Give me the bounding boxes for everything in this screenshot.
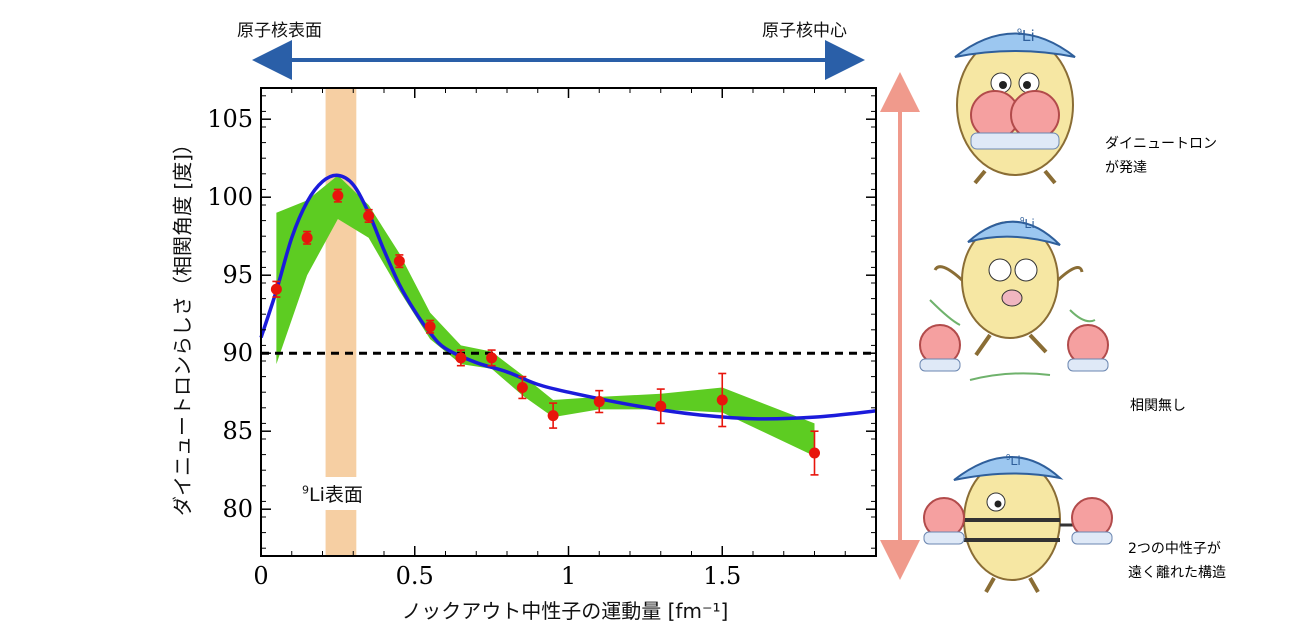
li-surface-text: Li表面 <box>309 484 363 506</box>
caption-dineutron-line1: ダイニュートロン <box>1105 136 1217 152</box>
caption-uncorrelated: 相関無し <box>1130 398 1186 414</box>
x-tick-label-0.5: 0.5 <box>396 562 434 590</box>
data-point-13 <box>809 447 820 459</box>
data-point-11 <box>655 400 667 412</box>
nuclear-center-label: 原子核中心 <box>762 21 847 41</box>
uncorrelated-mascot-icon: 9Li <box>929 216 1096 381</box>
data-point-12 <box>716 394 728 406</box>
x-axis-label: ノックアウト中性子の運動量 [fm⁻¹] <box>401 599 729 623</box>
y-tick-label-95: 95 <box>222 261 253 289</box>
model-band-layer <box>276 175 815 457</box>
caption-separated-line2: 遠く離れた構造 <box>1128 564 1226 581</box>
caption-separated-line1: 2つの中性子が <box>1128 541 1221 557</box>
left-neutron-icon <box>919 324 961 372</box>
li-surface-label: 9Li表面 <box>300 477 365 510</box>
right-neutron-icon <box>1067 324 1109 372</box>
y-tick-label-80: 80 <box>222 495 253 523</box>
data-point-3 <box>363 210 375 222</box>
data-point-4 <box>393 255 405 267</box>
y-tick-label-90: 90 <box>222 339 253 367</box>
right-separated-neutron-icon <box>1071 497 1113 545</box>
svg-text:9Li: 9Li <box>1020 216 1035 231</box>
svg-text:9Li: 9Li <box>1006 453 1021 468</box>
data-point-2 <box>332 190 344 202</box>
dineutron-mascot-icon: 9Li <box>954 27 1076 185</box>
axes-layer: 80 85 90 95 100 105 0 0.5 1 1.5 <box>207 87 877 590</box>
left-separated-neutron-icon <box>923 497 965 545</box>
data-point-8 <box>516 382 528 394</box>
model-uncertainty-band <box>276 175 815 457</box>
data-point-6 <box>455 352 467 364</box>
x-tick-label-0: 0 <box>253 562 268 590</box>
data-point-1 <box>301 232 313 244</box>
y-axis-label: ダイニュートロンらしさ（相関角度 [度]） <box>170 134 195 516</box>
y-tick-label-100: 100 <box>207 183 253 211</box>
data-points-layer <box>270 188 820 476</box>
y-tick-label-105: 105 <box>207 105 253 133</box>
data-point-7 <box>486 352 498 364</box>
data-point-10 <box>593 396 605 408</box>
y-tick-label-85: 85 <box>222 417 253 445</box>
li-surface-mass-number: 9 <box>302 483 309 497</box>
svg-text:9Li: 9Li <box>1017 27 1034 45</box>
x-tick-label-1.5: 1.5 <box>703 562 741 590</box>
nuclear-surface-label: 原子核表面 <box>237 21 322 41</box>
data-point-9 <box>547 410 559 422</box>
data-point-0 <box>270 283 282 295</box>
data-point-5 <box>424 321 436 333</box>
x-tick-label-1: 1 <box>561 562 576 590</box>
caption-dineutron-line2: が発達 <box>1105 160 1147 176</box>
